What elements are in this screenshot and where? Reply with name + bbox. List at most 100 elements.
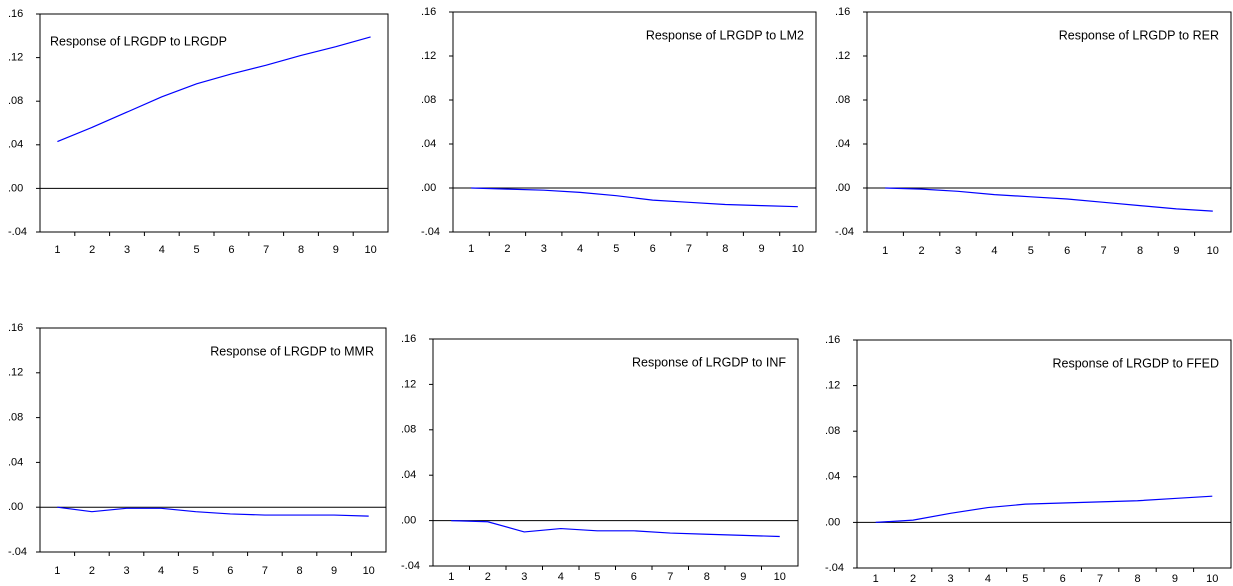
y-tick-label: .00 (421, 182, 436, 194)
x-tick-label: 6 (631, 571, 637, 583)
y-tick-label: .16 (825, 334, 840, 346)
y-tick-label: .16 (401, 333, 416, 345)
x-tick-label: 8 (298, 244, 304, 256)
chart-title: Response of LRGDP to RER (1059, 28, 1219, 42)
x-tick-label: 3 (123, 565, 129, 577)
x-tick-label: 7 (1101, 245, 1107, 257)
x-tick-label: 3 (521, 571, 527, 583)
y-tick-label: .00 (825, 516, 840, 528)
y-tick-label: .00 (8, 501, 23, 513)
y-tick-label: .16 (421, 6, 436, 18)
x-tick-label: 5 (1028, 245, 1034, 257)
y-tick-label: .08 (8, 412, 23, 424)
x-tick-label: 9 (758, 243, 764, 255)
x-tick-label: 4 (985, 573, 991, 585)
y-tick-label: -.04 (401, 560, 420, 572)
x-tick-label: 2 (89, 244, 95, 256)
x-tick-label: 8 (1137, 245, 1143, 257)
y-tick-label: .04 (8, 139, 23, 151)
y-tick-label: .00 (835, 182, 850, 194)
x-tick-label: 4 (558, 571, 564, 583)
x-tick-label: 6 (1060, 573, 1066, 585)
x-tick-label: 1 (873, 573, 879, 585)
y-tick-label: .12 (835, 50, 850, 62)
x-tick-label: 1 (54, 565, 60, 577)
y-tick-label: .16 (835, 6, 850, 18)
x-tick-label: 9 (1173, 245, 1179, 257)
line-series (885, 187, 1213, 212)
plot-frame (452, 11, 817, 233)
x-tick-label: 7 (263, 244, 269, 256)
y-tick-label: .04 (421, 138, 436, 150)
line-series (451, 520, 780, 538)
x-tick-label: 1 (54, 244, 60, 256)
x-tick-label: 2 (485, 571, 491, 583)
y-tick-label: .16 (8, 8, 23, 20)
chart-title: Response of LRGDP to LM2 (646, 28, 804, 42)
y-tick-label: -.04 (835, 226, 854, 238)
x-tick-label: 7 (1097, 573, 1103, 585)
y-tick-label: .00 (8, 182, 23, 194)
x-tick-label: 5 (194, 244, 200, 256)
x-tick-label: 9 (333, 244, 339, 256)
x-tick-label: 9 (1172, 573, 1178, 585)
x-tick-label: 10 (774, 571, 786, 583)
x-tick-label: 2 (89, 565, 95, 577)
x-tick-label: 10 (1207, 245, 1219, 257)
x-tick-label: 2 (504, 243, 510, 255)
x-tick-label: 8 (296, 565, 302, 577)
y-tick-label: .12 (8, 367, 23, 379)
x-tick-label: 7 (262, 565, 268, 577)
x-tick-label: 5 (613, 243, 619, 255)
y-tick-label: .04 (401, 469, 416, 481)
x-tick-label: 7 (686, 243, 692, 255)
x-tick-label: 10 (792, 243, 804, 255)
y-tick-label: -.04 (825, 562, 844, 574)
line-series (875, 495, 1213, 523)
x-tick-label: 8 (1134, 573, 1140, 585)
plot-frame (866, 11, 1232, 233)
y-tick-label: .08 (825, 425, 840, 437)
x-tick-label: 10 (363, 565, 375, 577)
plot-frame (39, 327, 387, 553)
chart-title: Response of LRGDP to LRGDP (50, 34, 227, 48)
x-tick-label: 4 (577, 243, 583, 255)
x-tick-label: 4 (991, 245, 997, 257)
plot-frame (432, 338, 799, 567)
x-tick-label: 6 (227, 565, 233, 577)
x-tick-label: 2 (910, 573, 916, 585)
y-tick-label: -.04 (421, 226, 440, 238)
x-tick-label: 10 (1206, 573, 1218, 585)
x-tick-label: 6 (228, 244, 234, 256)
y-tick-label: .04 (825, 471, 840, 483)
y-tick-label: .16 (8, 322, 23, 334)
x-tick-label: 4 (159, 244, 165, 256)
x-tick-label: 3 (124, 244, 130, 256)
y-tick-label: .12 (421, 50, 436, 62)
x-tick-label: 4 (158, 565, 164, 577)
x-tick-label: 9 (331, 565, 337, 577)
y-tick-label: .04 (8, 456, 23, 468)
line-series (57, 506, 369, 517)
x-tick-label: 2 (919, 245, 925, 257)
y-tick-label: .00 (401, 515, 416, 527)
x-tick-label: 3 (541, 243, 547, 255)
y-tick-label: .08 (421, 94, 436, 106)
y-tick-label: .12 (401, 378, 416, 390)
chart-title: Response of LRGDP to INF (632, 355, 786, 369)
y-tick-label: .12 (825, 380, 840, 392)
y-tick-label: -.04 (8, 226, 27, 238)
x-tick-label: 10 (364, 244, 376, 256)
chart-title: Response of LRGDP to FFED (1052, 356, 1219, 370)
y-tick-label: .08 (835, 94, 850, 106)
x-tick-label: 3 (955, 245, 961, 257)
x-tick-label: 5 (1022, 573, 1028, 585)
line-series (57, 36, 371, 143)
x-tick-label: 5 (193, 565, 199, 577)
x-tick-label: 7 (667, 571, 673, 583)
x-tick-label: 1 (448, 571, 454, 583)
x-tick-label: 1 (882, 245, 888, 257)
plot-frame (856, 339, 1232, 569)
x-tick-label: 8 (704, 571, 710, 583)
